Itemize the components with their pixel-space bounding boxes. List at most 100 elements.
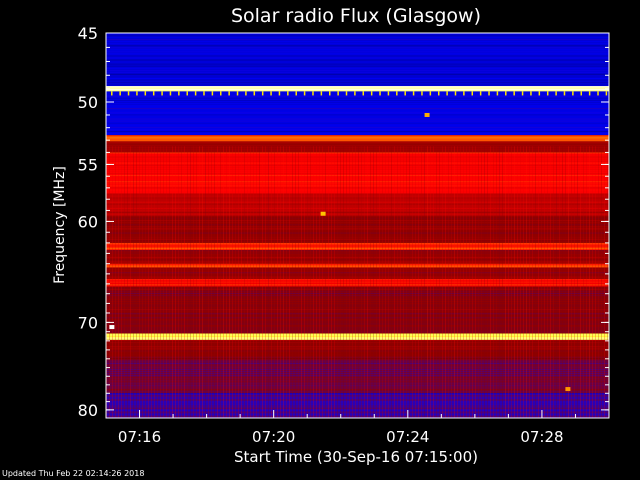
time-speckle <box>121 146 122 419</box>
time-speckle <box>271 146 272 419</box>
time-speckle <box>316 146 317 419</box>
time-speckle <box>274 146 275 419</box>
band-texture <box>106 252 609 254</box>
band-texture <box>106 383 609 385</box>
time-speckle <box>415 146 416 419</box>
band-texture <box>106 267 609 269</box>
band-texture <box>106 354 609 356</box>
band-texture <box>106 401 609 403</box>
band-texture <box>106 309 609 311</box>
time-speckle <box>601 146 602 419</box>
time-speckle <box>427 146 428 419</box>
band-texture <box>106 53 609 55</box>
time-speckle <box>181 146 182 419</box>
band-texture <box>106 199 609 201</box>
calibration-marker <box>488 91 490 96</box>
time-speckle <box>256 146 257 419</box>
band-texture <box>106 164 609 166</box>
time-speckle <box>133 146 134 419</box>
calibration-marker <box>354 91 356 96</box>
band-texture <box>106 120 609 122</box>
time-speckle <box>394 146 395 419</box>
calibration-marker <box>111 91 113 96</box>
time-speckle <box>301 146 302 419</box>
band-texture <box>106 41 609 43</box>
band-texture <box>106 205 609 207</box>
calibration-marker <box>236 91 239 96</box>
time-speckle <box>487 146 488 419</box>
band-texture <box>106 337 609 339</box>
band-texture <box>106 220 609 222</box>
band-texture <box>106 403 609 405</box>
time-speckle <box>451 146 452 419</box>
time-speckle <box>400 146 401 419</box>
band-texture <box>106 333 609 335</box>
band-texture <box>106 350 609 352</box>
band-texture <box>106 51 609 53</box>
band-texture <box>106 209 609 211</box>
band-texture <box>106 126 609 128</box>
band-texture <box>106 281 609 283</box>
band-texture <box>106 150 609 152</box>
band-texture <box>106 215 609 217</box>
calibration-marker <box>178 91 180 96</box>
band-texture <box>106 106 609 108</box>
band-texture <box>106 325 609 327</box>
time-speckle <box>382 146 383 419</box>
calibration-marker <box>337 91 339 96</box>
time-speckle <box>448 146 449 419</box>
time-speckle <box>235 146 236 419</box>
band-texture <box>106 145 609 147</box>
time-speckle <box>349 146 350 419</box>
time-speckle <box>115 146 116 419</box>
time-speckle <box>547 146 548 419</box>
time-speckle <box>304 146 305 419</box>
band-texture <box>106 305 609 307</box>
band-texture <box>106 95 609 97</box>
time-speckle <box>163 146 164 419</box>
band-texture <box>106 327 609 329</box>
band-texture <box>106 362 609 364</box>
time-speckle <box>505 146 506 419</box>
time-speckle <box>277 146 278 419</box>
band-texture <box>106 156 609 158</box>
time-speckle <box>484 146 485 419</box>
band-texture <box>106 154 609 156</box>
time-speckle <box>406 146 407 419</box>
y-tick-label: 55 <box>78 155 98 174</box>
time-speckle <box>442 146 443 419</box>
time-speckle <box>307 146 308 419</box>
band-texture <box>106 97 609 99</box>
time-speckle <box>424 146 425 419</box>
band-texture <box>106 108 609 110</box>
band-texture <box>106 77 609 79</box>
band-texture <box>106 193 609 195</box>
time-speckle <box>244 146 245 419</box>
time-speckle <box>283 146 284 419</box>
band-texture <box>106 133 609 135</box>
band-texture <box>106 101 609 103</box>
band-texture <box>106 69 609 71</box>
band-texture <box>106 183 609 185</box>
calibration-marker <box>211 91 214 96</box>
time-speckle <box>196 146 197 419</box>
time-speckle <box>562 146 563 419</box>
time-speckle <box>217 146 218 419</box>
time-speckle <box>508 146 509 419</box>
time-speckle <box>598 146 599 419</box>
time-speckle <box>556 146 557 419</box>
time-speckle <box>388 146 389 419</box>
band-texture <box>106 211 609 213</box>
time-speckle <box>403 146 404 419</box>
y-tick-label: 60 <box>78 212 98 231</box>
calibration-marker <box>362 91 365 96</box>
band-texture <box>106 141 609 143</box>
band-texture <box>106 372 609 375</box>
time-speckle <box>370 146 371 419</box>
time-speckle <box>232 146 233 419</box>
band-texture <box>106 296 609 298</box>
time-speckle <box>397 146 398 419</box>
band-texture <box>106 93 609 95</box>
calibration-marker <box>245 91 247 96</box>
band-texture <box>106 179 609 181</box>
